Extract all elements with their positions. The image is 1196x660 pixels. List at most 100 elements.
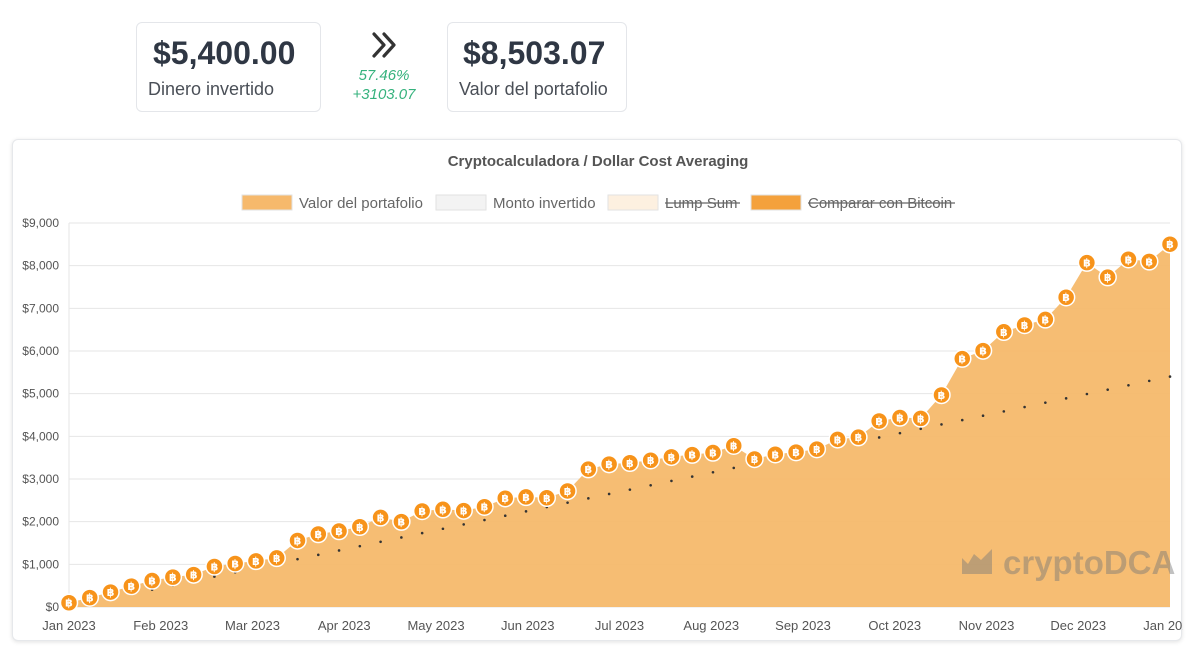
invested-point [358,544,362,548]
invested-point [670,479,673,483]
y-tick-label: $6,000 [22,344,59,358]
bitcoin-marker-icon [267,548,286,568]
bitcoin-marker-icon [641,450,660,470]
watermark-text: cryptoDCA [1003,544,1175,581]
bitcoin-marker-icon [953,349,972,368]
portfolio-point: ฿ [475,497,494,516]
invested-point [898,431,902,435]
bitcoin-marker-icon [724,436,744,455]
bitcoin-symbol-icon: ฿ [148,575,156,588]
bitcoin-marker-icon [163,567,183,587]
portfolio-point: ฿ [953,349,972,368]
bitcoin-symbol-icon: ฿ [1145,255,1153,268]
portfolio-point: ฿ [849,427,868,447]
bitcoin-marker-icon [371,508,390,527]
invested-point [1044,401,1047,404]
bitcoin-symbol-icon: ฿ [938,389,946,402]
bitcoin-marker-icon [620,453,640,473]
invested-point [649,483,652,487]
legend-item: Lump Sum [607,194,740,212]
invested-point [566,501,569,504]
bitcoin-symbol-icon: ฿ [335,525,343,538]
bitcoin-symbol-icon: ฿ [169,571,177,584]
legend-item: Comparar con Bitcoin [750,194,955,212]
bitcoin-symbol-icon: ฿ [979,345,987,358]
bitcoin-symbol-icon: ฿ [1000,326,1008,339]
portfolio-point: ฿ [537,488,557,508]
bitcoin-symbol-icon: ฿ [356,521,364,534]
portfolio-point: ฿ [662,447,681,467]
y-tick-label: $1,000 [22,557,59,571]
chart-title: Cryptocalculadora / Dollar Cost Averagin… [448,153,749,170]
invested-point [420,531,424,535]
bitcoin-marker-icon [1036,310,1055,329]
portfolio-point: ฿ [1139,252,1159,271]
bitcoin-symbol-icon: ฿ [688,449,696,462]
invested-point [1085,392,1089,396]
chart-legend: Valor del portafolio Monto invertido Lump … [241,194,955,212]
bitcoin-symbol-icon: ฿ [439,503,447,516]
invested-point [1147,379,1151,383]
x-tick-label: Mar 2023 [225,618,280,633]
portfolio-point: ฿ [828,430,847,449]
bitcoin-symbol-icon: ฿ [481,501,489,514]
portfolio-point: ฿ [516,487,536,507]
bitcoin-marker-icon [703,443,723,462]
invested-label: Dinero invertido [148,79,275,99]
invested-point [1064,397,1068,400]
bitcoin-marker-icon [1160,234,1180,254]
invested-point [981,414,985,418]
portfolio-point: ฿ [1036,310,1055,329]
bitcoin-symbol-icon: ฿ [855,431,863,444]
bitcoin-marker-icon [122,576,141,596]
bitcoin-marker-icon [682,445,702,464]
bitcoin-symbol-icon: ฿ [834,433,842,446]
bitcoin-marker-icon [890,408,910,427]
bitcoin-symbol-icon: ฿ [896,412,904,425]
portfolio-point: ฿ [641,450,660,470]
bitcoin-symbol-icon: ฿ [522,491,530,504]
double-chevron-right-icon [372,32,396,58]
invested-point [960,418,964,422]
bitcoin-marker-icon [142,571,162,590]
gain-amount: +3103.07 [352,86,416,103]
bitcoin-symbol-icon: ฿ [501,492,509,505]
y-axis: $0 $1,000 $2,000 $3,000 $4,000 $5,000 $6,000 $7… [22,216,59,614]
portfolio-point: ฿ [246,551,266,571]
legend-label: Valor del portafolio [299,195,423,212]
bitcoin-symbol-icon: ฿ [252,555,260,568]
portfolio-point: ฿ [994,322,1014,342]
bitcoin-symbol-icon: ฿ [751,453,759,466]
bitcoin-symbol-icon: ฿ [314,528,322,541]
portfolio-point: ฿ [454,501,473,520]
bitcoin-symbol-icon: ฿ [1021,319,1029,332]
portfolio-point: ฿ [890,408,910,427]
bitcoin-symbol-icon: ฿ [668,451,676,464]
bitcoin-marker-icon [329,521,349,541]
bitcoin-marker-icon [849,427,868,447]
bitcoin-marker-icon [475,497,494,516]
invested-point [1023,405,1026,409]
bitcoin-marker-icon [433,500,453,519]
portfolio-point: ฿ [558,481,577,501]
bitcoin-symbol-icon: ฿ [958,353,966,366]
portfolio-area-fill [69,244,1170,607]
bitcoin-symbol-icon: ฿ [1125,253,1133,266]
portfolio-point: ฿ [184,565,203,584]
portfolio-point: ฿ [703,443,723,462]
gain-percent: 57.46% [358,67,410,84]
bitcoin-symbol-icon: ฿ [626,457,634,470]
y-tick-label: $7,000 [22,301,59,315]
bitcoin-marker-icon [1139,252,1159,271]
bitcoin-marker-icon [973,341,993,360]
legend-swatch [607,194,659,211]
portfolio-point: ฿ [80,588,100,607]
portfolio-point: ฿ [1056,287,1076,307]
y-tick-label: $3,000 [22,472,59,486]
portfolio-point: ฿ [682,445,702,464]
invested-point [940,423,943,426]
portfolio-point: ฿ [1015,315,1034,335]
bitcoin-marker-icon [309,524,328,544]
invested-point [1168,375,1172,378]
bitcoin-symbol-icon: ฿ [792,446,800,459]
